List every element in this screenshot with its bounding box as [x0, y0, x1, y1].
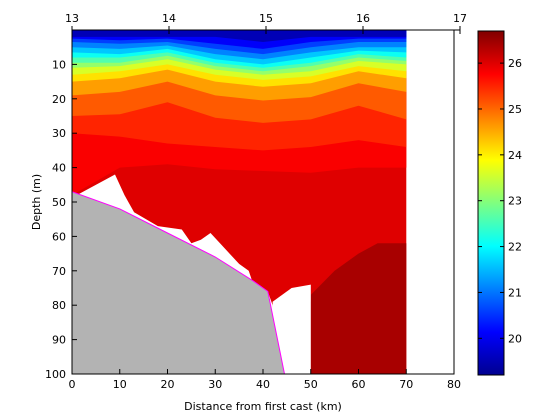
y-axis: 10 20 30 40 50 60 70 80 90 100 [45, 58, 77, 381]
top-tick-label: 14 [162, 12, 176, 25]
top-axis: 13 14 15 16 17 [65, 12, 467, 34]
colorbar-tick-label: 23 [508, 195, 522, 208]
colorbar-tick-label: 20 [508, 332, 522, 345]
x-tick-label: 50 [304, 378, 318, 391]
x-tick-label: 20 [161, 378, 175, 391]
top-tick-label: 16 [356, 12, 370, 25]
x-tick-label: 70 [399, 378, 413, 391]
y-tick-label: 50 [52, 196, 66, 209]
top-tick-label: 15 [259, 12, 273, 25]
colorbar-tick-label: 22 [508, 241, 522, 254]
x-tick-label: 10 [113, 378, 127, 391]
y-tick-label: 70 [52, 265, 66, 278]
x-tick-label: 60 [352, 378, 366, 391]
bathymetry-line [72, 191, 285, 374]
colorbar-tick-label: 24 [508, 149, 522, 162]
x-tick-label: 30 [208, 378, 222, 391]
no-data-pocket [272, 284, 311, 374]
seabed [72, 191, 285, 374]
x-tick-label: 0 [69, 378, 76, 391]
colorbar-tick-label: 26 [508, 57, 522, 70]
y-tick-label: 40 [52, 162, 66, 175]
plot-area [71, 29, 455, 375]
y-tick-label: 100 [45, 368, 66, 381]
x-tick-label: 40 [256, 378, 270, 391]
x-axis-label: Distance from first cast (km) [184, 400, 342, 413]
seabed-area [72, 191, 285, 374]
x-tick-label: 80 [447, 378, 461, 391]
temperature-layer [72, 30, 407, 42]
colorbar: 20 21 22 23 24 25 26 [477, 30, 522, 376]
temperature-layer [310, 243, 407, 374]
y-tick-label: 90 [52, 334, 66, 347]
colorbar-gradient [478, 31, 504, 375]
colorbar-tick-label: 21 [508, 286, 522, 299]
temperature-layers [72, 30, 407, 374]
y-tick-label: 10 [52, 58, 66, 71]
top-tick-label: 17 [453, 12, 467, 25]
colorbar-frame [477, 30, 505, 376]
y-tick-label: 30 [52, 127, 66, 140]
top-tick-label: 13 [65, 12, 79, 25]
y-axis-label: Depth (m) [30, 174, 43, 230]
y-tick-label: 60 [52, 230, 66, 243]
colorbar-tick-label: 25 [508, 103, 522, 116]
y-tick-label: 20 [52, 93, 66, 106]
colorbar-ticks: 20 21 22 23 24 25 26 [478, 57, 522, 345]
y-tick-label: 80 [52, 299, 66, 312]
x-axis: 0 10 20 30 40 50 60 70 80 [69, 369, 461, 391]
